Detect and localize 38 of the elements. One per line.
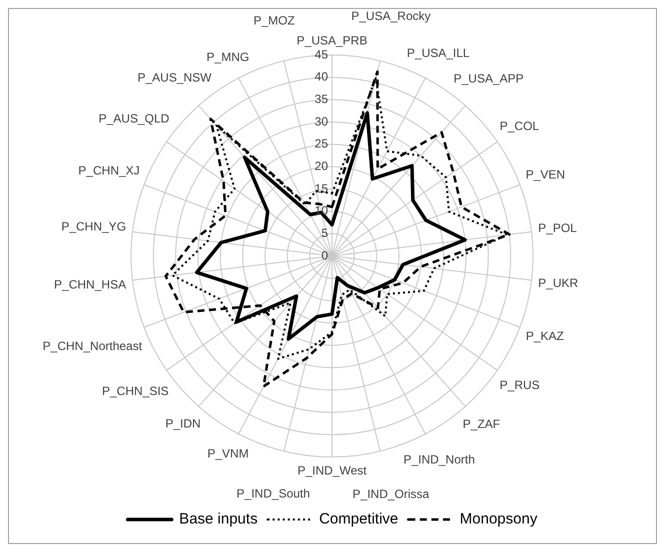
spoke-label: P_COL (500, 118, 540, 133)
spoke-label: P_AUS_QLD (98, 112, 170, 126)
y-tick-label: 5 (321, 226, 328, 240)
spoke-label: P_MOZ (253, 14, 295, 28)
spoke-label: P_IDN (165, 416, 201, 431)
spoke-label: P_RUS (500, 378, 540, 392)
legend-label: Competitive (319, 510, 398, 528)
spoke-label: P_AUS_NSW (137, 70, 212, 85)
spoke-label: P_CHN_XJ (78, 164, 140, 178)
y-tick-label: 15 (314, 181, 328, 196)
spoke-label: P_MNG (206, 50, 250, 64)
spoke-label: P_VNM (207, 446, 249, 460)
y-tick-label: 45 (314, 47, 328, 62)
spoke-label: P_IND_North (404, 452, 475, 467)
spoke-label: P_IND_West (297, 463, 368, 478)
spoke-label: P_POL (538, 220, 578, 235)
spoke-label: P_IND_Orissa (352, 487, 430, 502)
y-tick-label: 25 (314, 136, 328, 151)
y-tick-label: 0 (321, 248, 328, 262)
y-tick-label: 40 (314, 70, 328, 84)
spoke-label: P_UKR (538, 276, 579, 290)
legend-label: Monopsony (460, 510, 538, 528)
spoke-label: P_CHN_YG (61, 219, 126, 234)
y-tick-label: 20 (314, 158, 328, 173)
spoke-label: P_ZAF (462, 417, 500, 432)
legend-label: Base inputs (179, 510, 258, 528)
spoke-label: P_CHN_Northeast (42, 339, 143, 354)
spoke-label: P_USA_Rocky (351, 9, 431, 24)
spoke-label: P_USA_APP (454, 72, 524, 86)
y-tick-label: 30 (314, 114, 328, 128)
spoke-label: P_IND_South (236, 486, 310, 501)
spoke-label: P_CHN_HSA (54, 278, 126, 292)
spoke-label: P_VEN (526, 167, 566, 182)
spoke-label: P_CHN_SIS (102, 384, 169, 398)
spoke-label: P_USA_PRB (296, 33, 368, 48)
spoke-label: P_USA_ILL (406, 46, 470, 60)
y-tick-label: 35 (314, 92, 328, 106)
spoke-label: P_KAZ (526, 329, 564, 344)
